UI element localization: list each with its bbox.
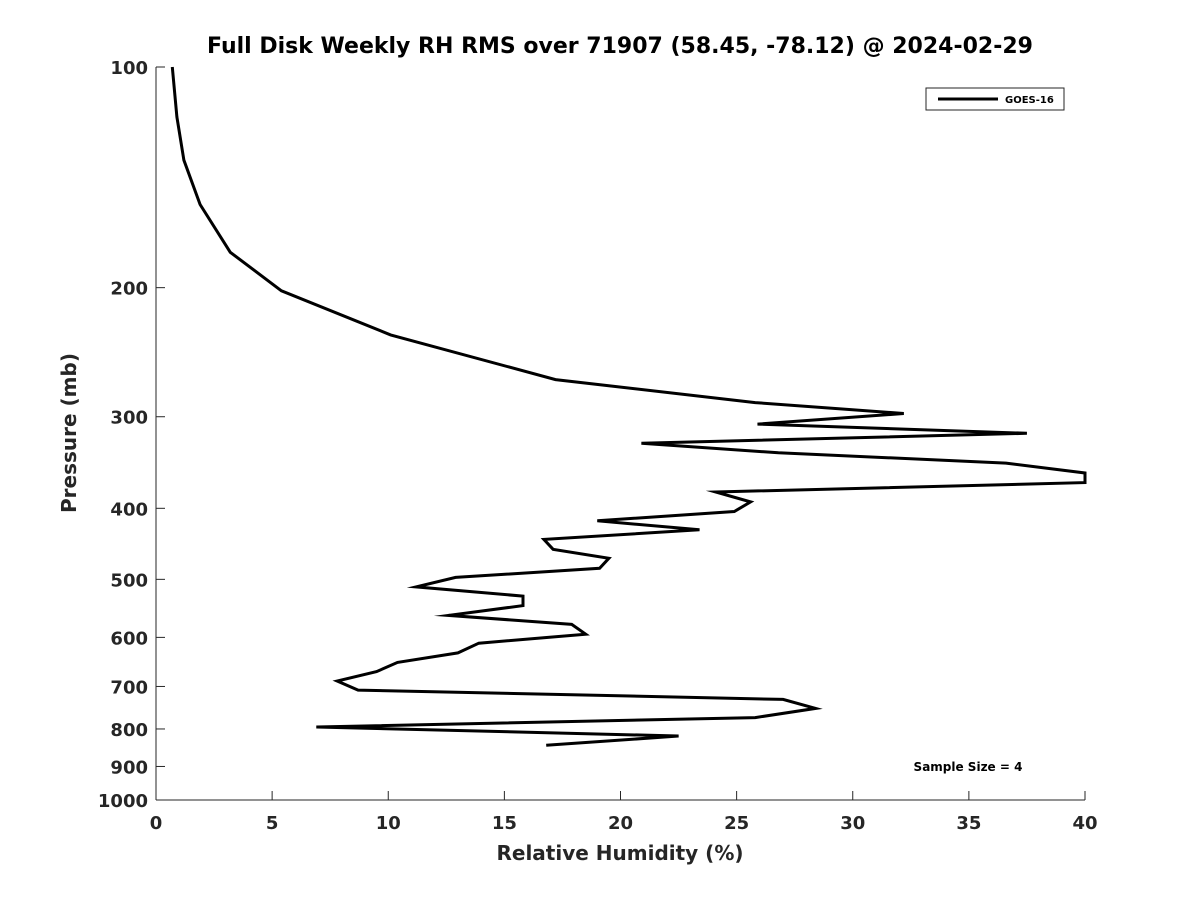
- axis-ticks: 0 5 10 15 20 25 30 35 40 100 200 300 400 500 600 700 800…: [98, 58, 1098, 834]
- x-axis-label: Relative Humidity (%): [496, 841, 743, 865]
- y-tick-label: 1000: [98, 791, 148, 812]
- y-tick-label: 900: [110, 757, 148, 778]
- y-tick-label: 100: [110, 58, 148, 79]
- x-tick-label: 35: [956, 813, 981, 834]
- y-axis-label: Pressure (mb): [57, 353, 81, 513]
- y-tick-label: 300: [110, 408, 148, 429]
- y-tick-label: 200: [110, 279, 148, 300]
- x-tick-label: 5: [266, 813, 279, 834]
- legend: GOES-16: [925, 87, 1065, 111]
- chart-title: Full Disk Weekly RH RMS over 71907 (58.4…: [207, 34, 1033, 59]
- x-tick-label: 40: [1072, 813, 1097, 834]
- y-tick-label: 800: [110, 720, 148, 741]
- series-line-goes16: [170, 66, 1087, 747]
- x-tick-label: 10: [376, 813, 401, 834]
- plot-area: [170, 66, 1087, 747]
- y-tick-label: 400: [110, 499, 148, 520]
- x-tick-label: 0: [150, 813, 163, 834]
- x-tick-label: 30: [840, 813, 865, 834]
- legend-entry-goes16: GOES-16: [1005, 95, 1054, 106]
- y-tick-label: 600: [110, 628, 148, 649]
- sample-size-annotation: Sample Size = 4: [914, 760, 1023, 774]
- y-tick-label: 700: [110, 677, 148, 698]
- x-tick-label: 15: [492, 813, 517, 834]
- x-tick-label: 25: [724, 813, 749, 834]
- x-tick-label: 20: [608, 813, 633, 834]
- y-tick-label: 500: [110, 570, 148, 591]
